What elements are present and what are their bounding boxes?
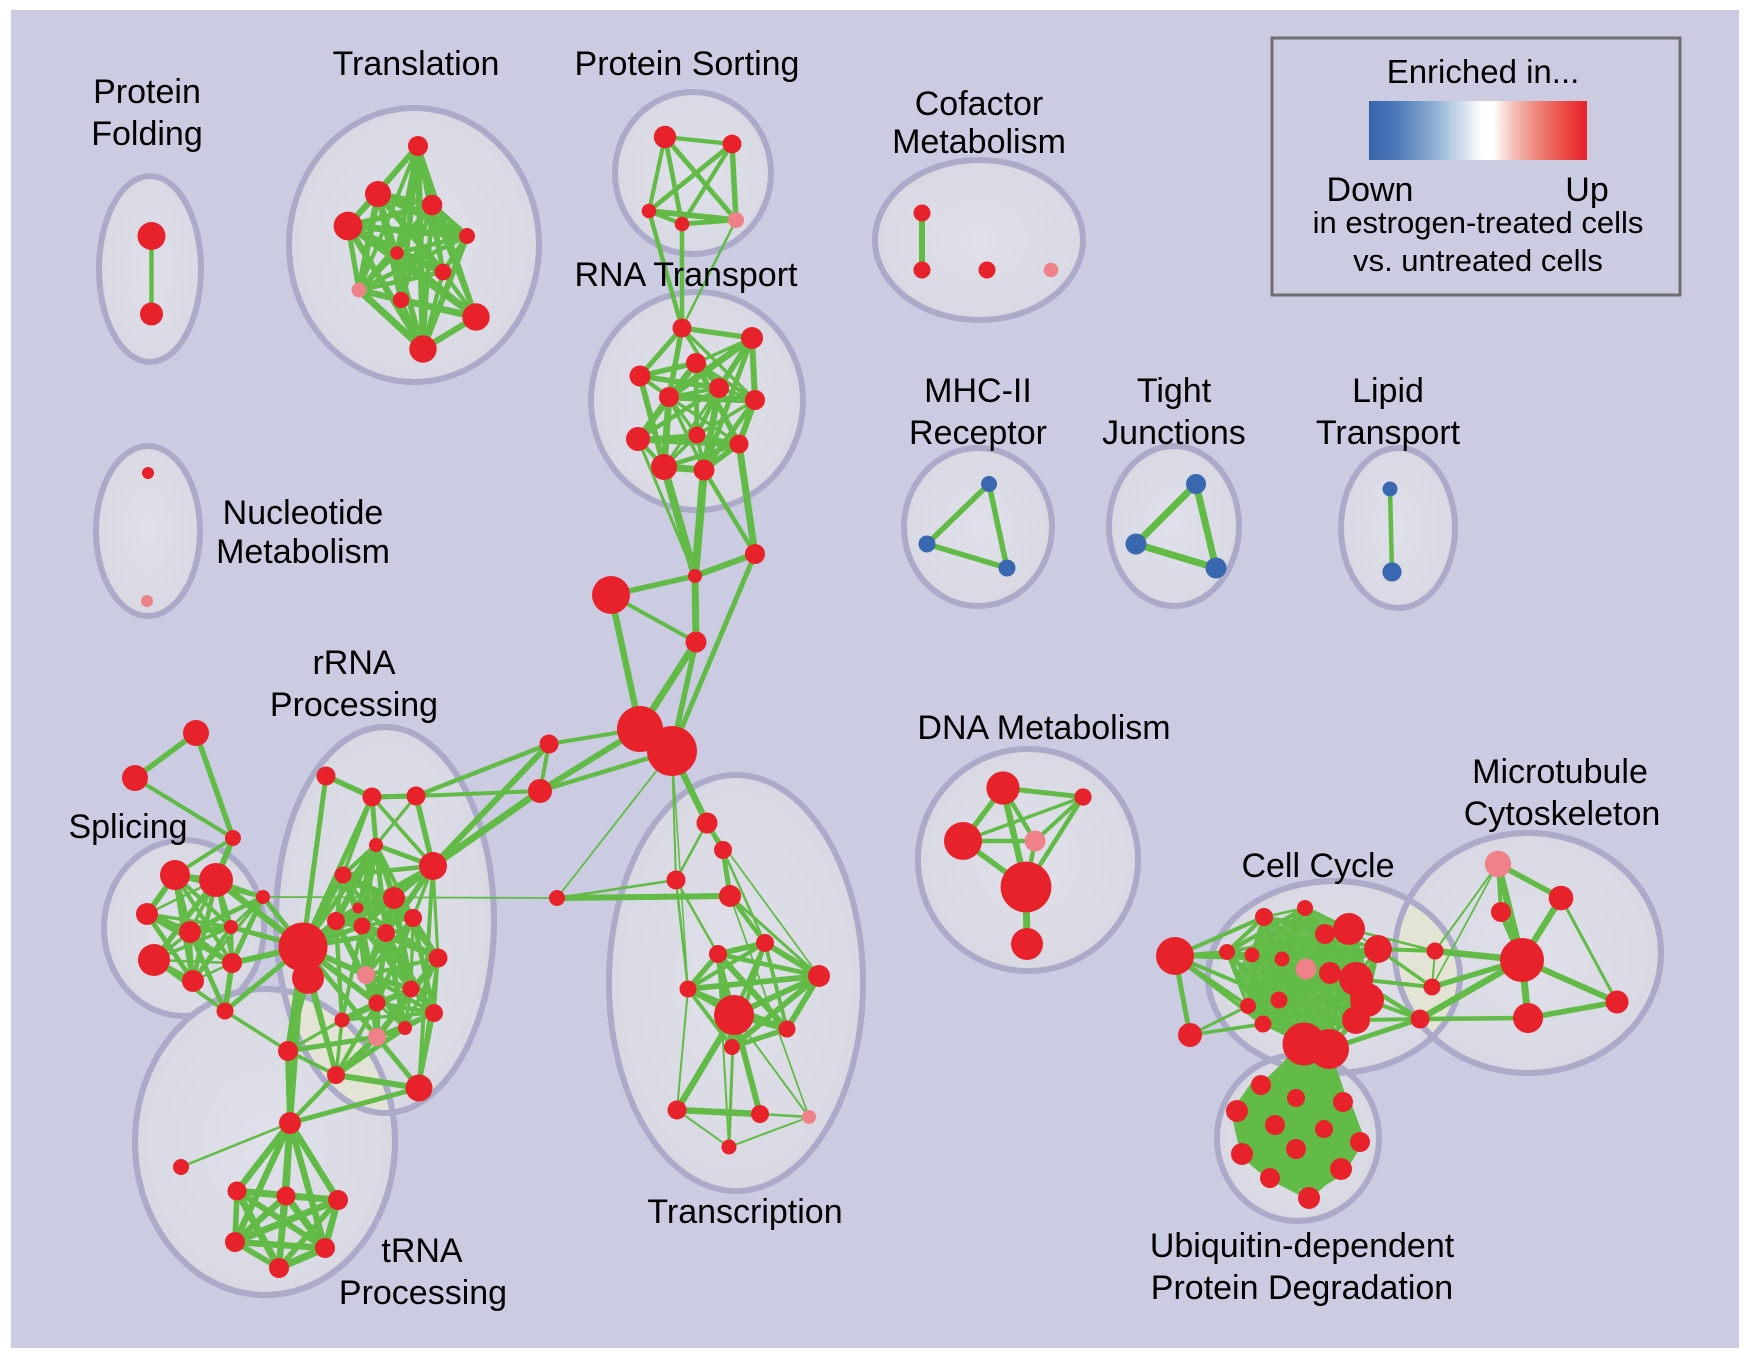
svg-text:Metabolism: Metabolism bbox=[216, 533, 390, 571]
svg-text:Down: Down bbox=[1327, 171, 1414, 209]
svg-text:Metabolism: Metabolism bbox=[892, 123, 1066, 161]
svg-text:Transcription: Transcription bbox=[647, 1193, 842, 1231]
svg-text:Up: Up bbox=[1565, 171, 1608, 209]
svg-text:Protein Degradation: Protein Degradation bbox=[1151, 1269, 1453, 1307]
svg-text:Cofactor: Cofactor bbox=[915, 85, 1044, 123]
svg-text:Ubiquitin-dependent: Ubiquitin-dependent bbox=[1150, 1227, 1455, 1265]
svg-text:Folding: Folding bbox=[91, 115, 203, 153]
svg-text:DNA Metabolism: DNA Metabolism bbox=[917, 709, 1170, 747]
svg-text:Splicing: Splicing bbox=[68, 808, 187, 846]
svg-text:Processing: Processing bbox=[339, 1274, 507, 1312]
svg-text:Lipid: Lipid bbox=[1352, 372, 1424, 410]
svg-text:MHC-II: MHC-II bbox=[924, 372, 1032, 410]
svg-text:Processing: Processing bbox=[270, 686, 438, 724]
svg-text:Microtubule: Microtubule bbox=[1472, 753, 1648, 791]
svg-text:Cytoskeleton: Cytoskeleton bbox=[1464, 795, 1661, 833]
svg-text:Cell Cycle: Cell Cycle bbox=[1241, 847, 1394, 885]
svg-text:rRNA: rRNA bbox=[312, 644, 395, 682]
svg-text:Junctions: Junctions bbox=[1102, 414, 1246, 452]
svg-text:in estrogen-treated cells: in estrogen-treated cells bbox=[1313, 205, 1644, 240]
svg-text:Receptor: Receptor bbox=[909, 414, 1047, 452]
svg-text:vs. untreated cells: vs. untreated cells bbox=[1353, 243, 1603, 278]
svg-text:Enriched in...: Enriched in... bbox=[1387, 53, 1580, 90]
svg-text:tRNA: tRNA bbox=[381, 1232, 463, 1270]
svg-text:Protein: Protein bbox=[93, 73, 201, 111]
svg-text:Tight: Tight bbox=[1137, 372, 1212, 410]
svg-text:Protein Sorting: Protein Sorting bbox=[575, 45, 800, 83]
svg-text:Nucleotide: Nucleotide bbox=[223, 494, 384, 532]
svg-text:Transport: Transport bbox=[1316, 414, 1461, 452]
svg-text:RNA Transport: RNA Transport bbox=[575, 256, 799, 294]
svg-text:Translation: Translation bbox=[333, 45, 500, 83]
